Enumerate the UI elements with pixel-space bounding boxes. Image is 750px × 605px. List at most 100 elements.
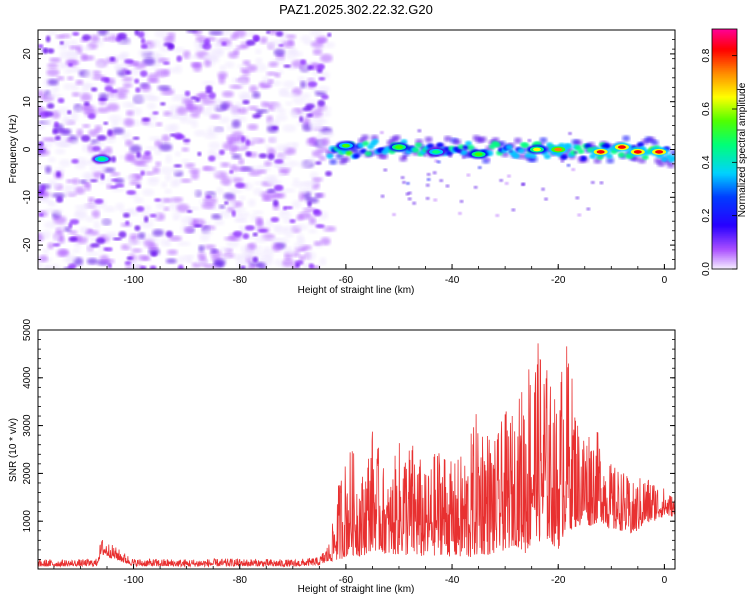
spectral-hotspot xyxy=(554,147,563,152)
spectrogram-y-axis: -20 -10 0 10 20 xyxy=(22,29,675,270)
spectral-cell xyxy=(154,148,162,156)
spectral-cell xyxy=(425,183,430,187)
spectral-cell xyxy=(89,34,100,43)
colorbar-cell xyxy=(712,75,737,78)
spectral-cell xyxy=(326,153,334,159)
spectral-cell xyxy=(52,128,59,135)
colorbar-tick-label: 0.6 xyxy=(701,102,712,116)
spectral-cell xyxy=(543,153,551,160)
spectral-cell xyxy=(53,121,59,128)
spectral-cell xyxy=(565,143,573,149)
colorbar-cell xyxy=(712,161,737,164)
spectral-cell xyxy=(58,249,69,257)
spectral-cell xyxy=(577,156,582,160)
spectral-cell xyxy=(254,48,262,55)
spectral-cell xyxy=(392,134,401,141)
spectral-cell xyxy=(152,229,164,237)
spectral-cell xyxy=(305,103,315,110)
spectral-cell xyxy=(417,129,422,133)
spectral-cell xyxy=(426,172,431,176)
spectral-cell xyxy=(666,161,675,168)
spectral-cell xyxy=(282,40,295,48)
spectral-cell xyxy=(106,103,120,112)
colorbar-cell xyxy=(712,211,737,214)
colorbar-cell xyxy=(712,209,737,212)
spectral-cell xyxy=(91,209,101,219)
spectral-cell xyxy=(63,188,77,196)
spectral-cell xyxy=(641,154,649,160)
spectral-cell xyxy=(224,61,235,69)
spectral-cell xyxy=(204,244,216,250)
spectral-cell xyxy=(94,124,103,133)
spectral-cell xyxy=(312,48,323,56)
spectral-cell xyxy=(183,227,193,233)
spectral-cell xyxy=(118,231,127,239)
colorbar-cell xyxy=(712,85,737,88)
colorbar-cell xyxy=(712,73,737,76)
spectral-cell xyxy=(586,207,591,211)
spectral-cell xyxy=(122,76,133,82)
spectral-cell xyxy=(131,248,143,253)
spectral-cell xyxy=(94,198,104,205)
colorbar-cell xyxy=(712,265,737,268)
spectral-cell xyxy=(47,78,59,86)
spectral-cell xyxy=(268,135,278,144)
spectral-cell xyxy=(201,80,216,86)
spectral-cell xyxy=(242,60,251,66)
spectral-cell xyxy=(129,66,142,76)
spectral-cell xyxy=(522,142,530,148)
spectral-cell xyxy=(247,123,259,131)
spectral-cell xyxy=(579,155,587,161)
spectral-cell xyxy=(144,205,152,212)
y-tick-label: 10 xyxy=(22,96,33,108)
spectral-cell xyxy=(539,137,548,144)
spectral-cell xyxy=(41,229,52,239)
spectral-cell xyxy=(309,136,317,146)
colorbar-cell xyxy=(712,57,737,60)
spectral-cell xyxy=(631,155,640,162)
spectral-cell xyxy=(115,202,125,211)
spectral-cell xyxy=(43,221,57,229)
spectral-cell xyxy=(182,139,191,143)
spectral-cell xyxy=(68,49,79,58)
colorbar-cell xyxy=(712,237,737,240)
x-tick-label: -80 xyxy=(232,275,247,286)
snr-x-label: Height of straight line (km) xyxy=(298,584,415,595)
spectral-cell xyxy=(66,60,80,66)
spectral-cell xyxy=(72,31,80,36)
spectral-cell xyxy=(235,166,249,172)
spectral-cell xyxy=(107,129,113,136)
spectral-cell xyxy=(239,195,246,201)
spectral-cell xyxy=(298,254,306,262)
spectral-cell xyxy=(221,255,231,261)
colorbar-cell xyxy=(712,231,737,234)
spectral-cell xyxy=(54,148,66,155)
spectral-cell xyxy=(139,265,147,269)
spectral-cell xyxy=(231,119,241,129)
spectral-cell xyxy=(197,151,202,157)
spectral-cell xyxy=(207,125,221,135)
spectral-cell xyxy=(426,143,434,149)
spectral-cell xyxy=(271,243,282,252)
x-tick-label: -60 xyxy=(339,275,354,286)
spectral-cell xyxy=(105,136,116,144)
spectral-cell xyxy=(171,177,182,186)
spectral-cell xyxy=(181,147,190,152)
spectral-cell xyxy=(412,201,417,205)
spectral-cell xyxy=(140,44,148,49)
spectral-cell xyxy=(38,261,44,269)
spectral-cell xyxy=(219,64,227,73)
spectral-cell xyxy=(210,248,218,254)
spectral-cell xyxy=(202,43,212,50)
spectral-cell xyxy=(317,85,330,93)
spectral-cell xyxy=(81,45,92,51)
spectral-cell xyxy=(97,97,108,102)
spectral-cell xyxy=(162,61,170,66)
colorbar-cell xyxy=(712,139,737,142)
spectral-cell xyxy=(235,211,243,217)
spectral-cell xyxy=(219,209,232,218)
spectral-cell xyxy=(305,251,317,261)
spectral-cell xyxy=(51,93,63,98)
spectral-cell xyxy=(248,169,261,177)
